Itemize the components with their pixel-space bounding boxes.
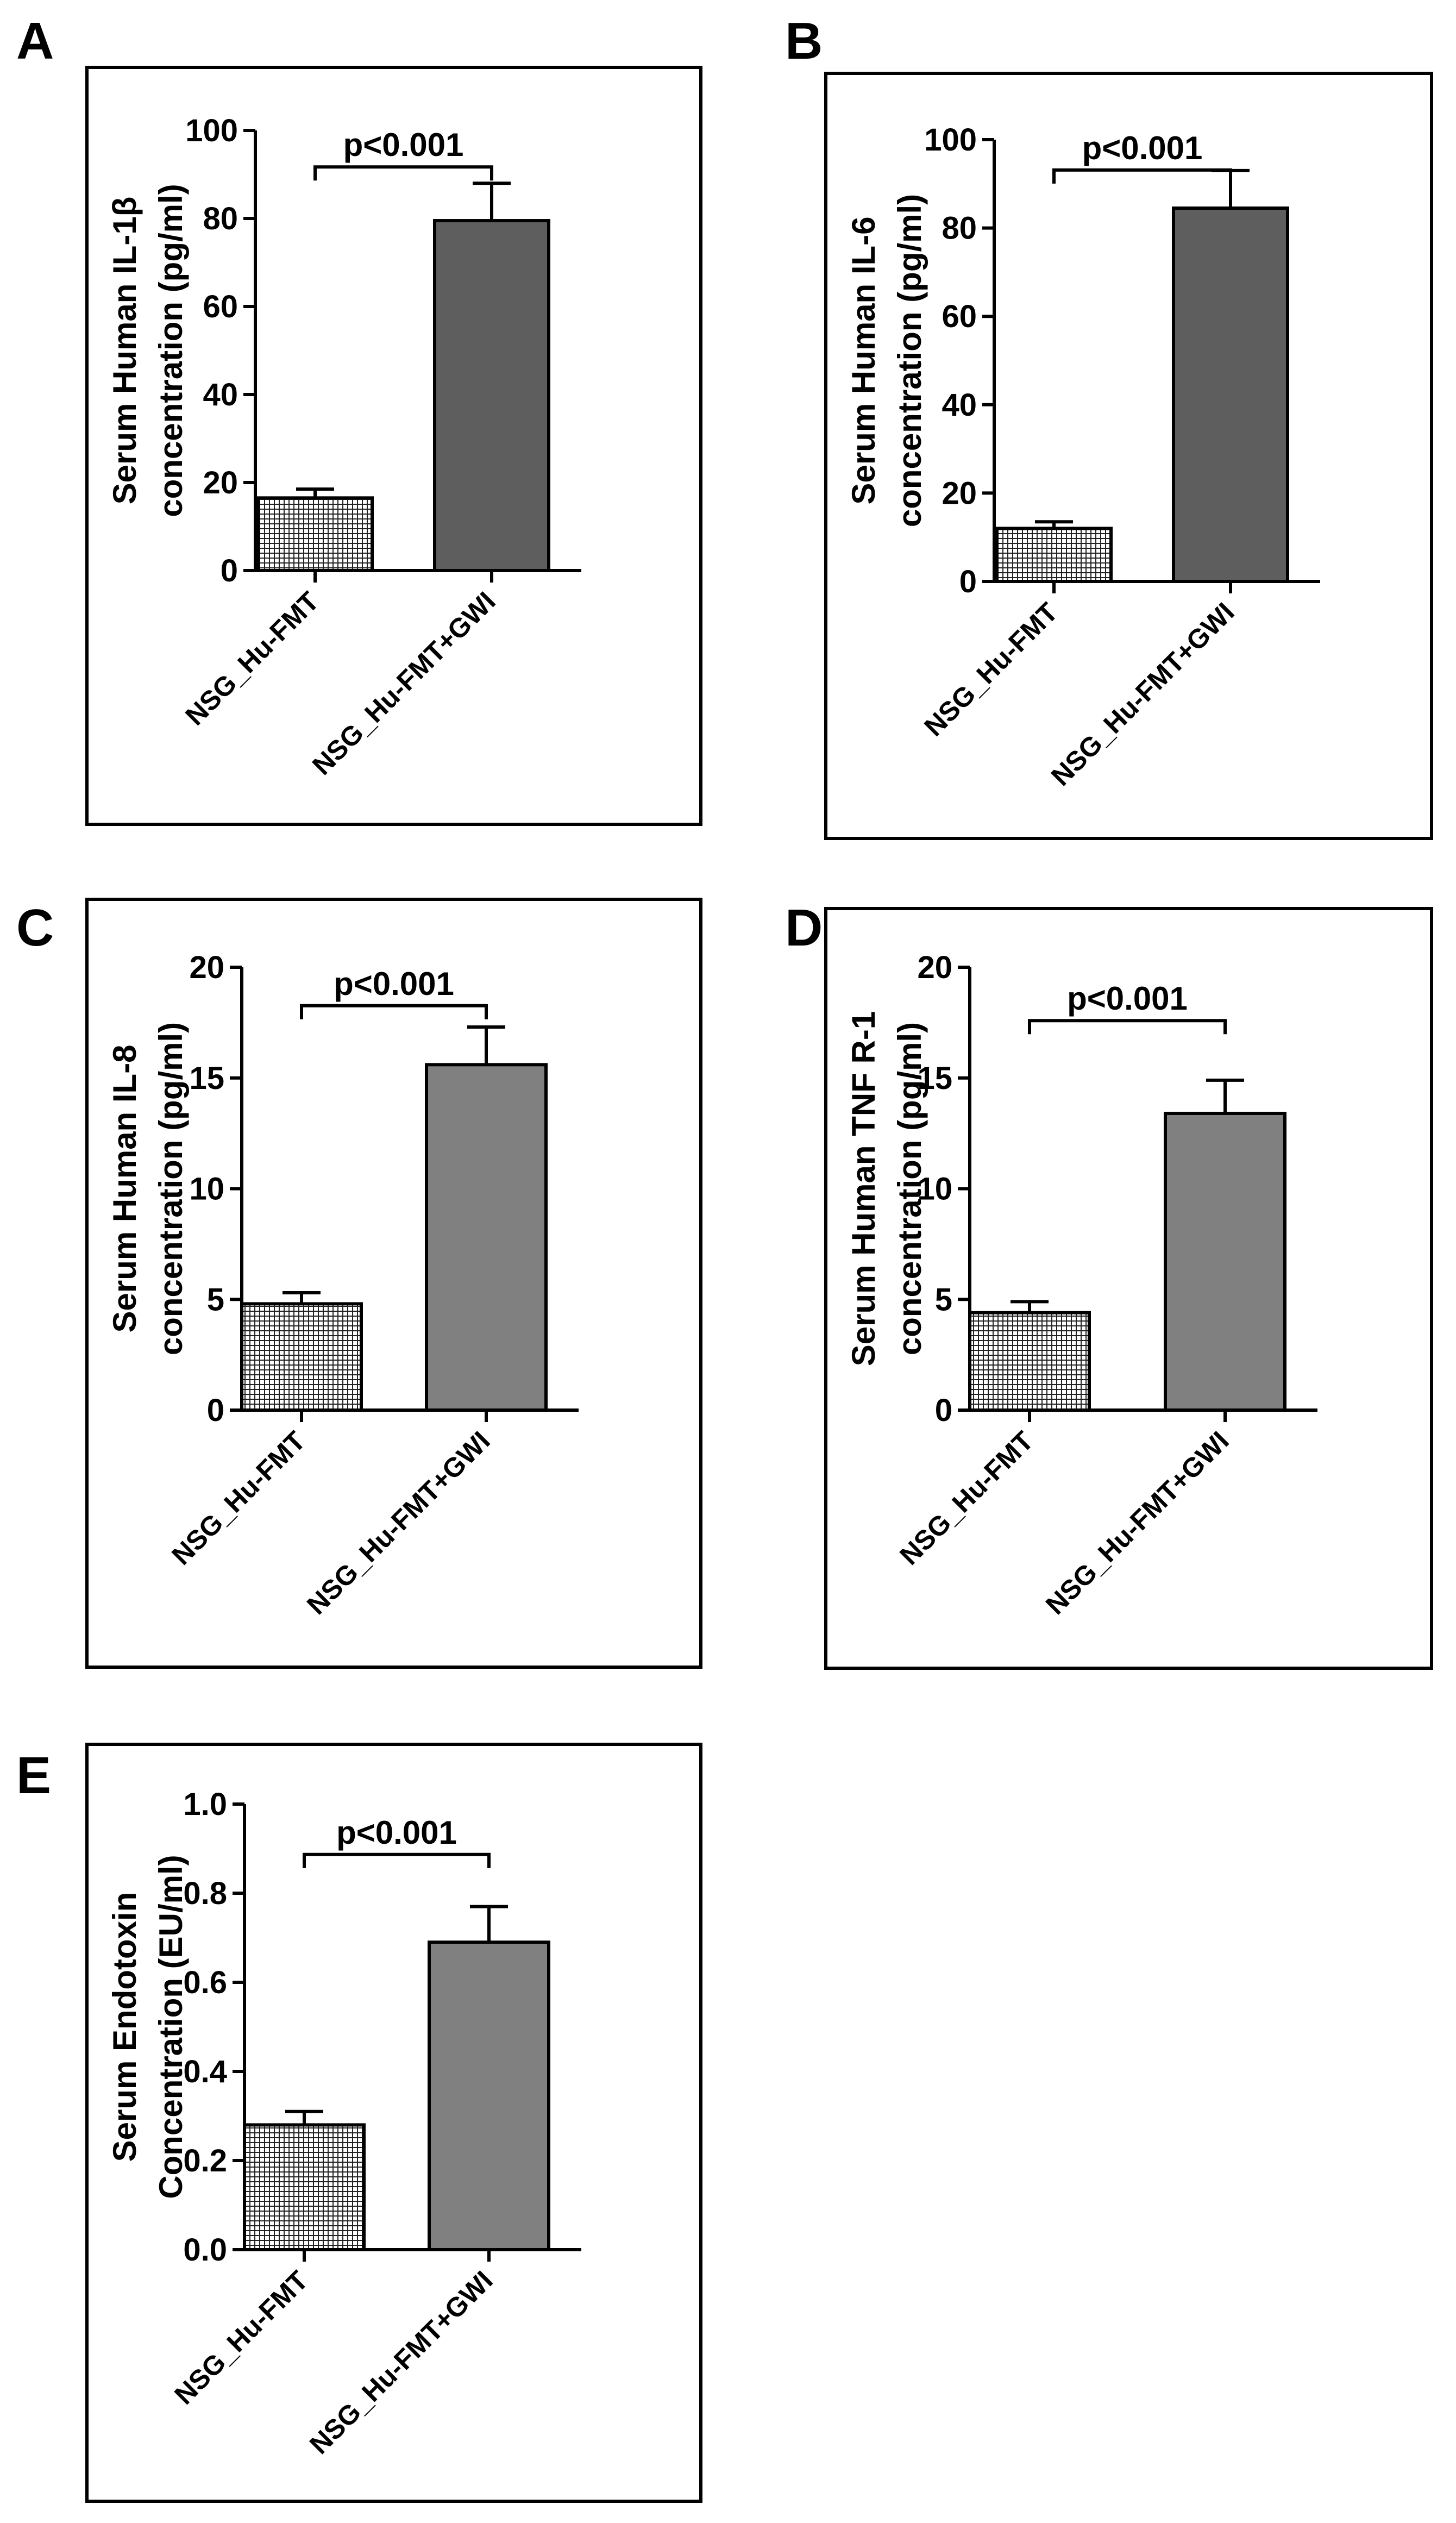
p-value-annotation: p<0.001 xyxy=(1082,130,1203,166)
bar xyxy=(243,2123,366,2251)
x-tick-label: NSG_Hu-FMT+GWI xyxy=(304,2265,499,2460)
y-axis-label: Serum Human IL-8 xyxy=(106,1044,143,1332)
bar xyxy=(428,1940,550,2251)
x-tick-label: NSG_Hu-FMT+GWI xyxy=(1045,597,1240,792)
x-tick-label: NSG_Hu-FMT xyxy=(894,1425,1039,1570)
y-tick-label: 40 xyxy=(203,377,238,412)
significance-bracket xyxy=(1028,1019,1227,1035)
y-axis-label: concentration (pg/ml) xyxy=(892,1022,928,1355)
x-tick-label: NSG_Hu-FMT xyxy=(166,1425,311,1570)
bar xyxy=(433,219,550,572)
y-tick-label: 10 xyxy=(917,1172,952,1207)
bar xyxy=(968,1311,1091,1412)
p-value-annotation: p<0.001 xyxy=(1067,980,1188,1017)
y-axis-label: Serum Human IL-6 xyxy=(845,216,882,504)
panel-frame xyxy=(824,907,1433,1670)
y-axis-label: Serum Endotoxin xyxy=(106,1892,143,2162)
panel-letter: A xyxy=(16,12,54,70)
x-tick-label: NSG_Hu-FMT+GWI xyxy=(1040,1425,1235,1620)
y-tick-label: 0 xyxy=(959,564,977,599)
y-tick-label: 40 xyxy=(942,387,977,423)
panel-e: E 0.0 0.2 0.4 0.6 0.8 1.0 NSG_Hu-FMTNSG_Hu-FMT… xyxy=(16,1743,702,2503)
significance-bracket xyxy=(313,165,493,181)
panel-letter: D xyxy=(785,899,823,957)
y-axis-label: concentration (pg/ml) xyxy=(153,1022,189,1355)
y-tick-label: 60 xyxy=(203,289,238,324)
panel-letter: E xyxy=(16,1746,51,1805)
y-tick-label: 15 xyxy=(917,1061,952,1096)
bar xyxy=(1164,1111,1286,1412)
panel-frame xyxy=(824,72,1433,840)
significance-bracket xyxy=(303,1852,491,1868)
y-tick-label: 80 xyxy=(203,201,238,236)
significance-bracket xyxy=(1052,168,1232,184)
y-tick-label: 0.4 xyxy=(183,2054,227,2089)
y-tick-label: 60 xyxy=(942,299,977,334)
y-tick-label: 0.2 xyxy=(183,2143,227,2178)
y-tick-label: 5 xyxy=(207,1282,224,1317)
y-axis-label: concentration (pg/ml) xyxy=(892,194,928,527)
bar xyxy=(995,527,1113,583)
chart-area: 0.0 0.2 0.4 0.6 0.8 1.0 NSG_Hu-FMTNSG_Hu-FMT+G… xyxy=(106,1787,581,2460)
x-tick-label: NSG_Hu-FMT xyxy=(168,2265,313,2410)
panel-letter: C xyxy=(16,899,54,957)
bar xyxy=(425,1063,548,1412)
y-axis-label: Serum Human IL-1β xyxy=(106,197,143,505)
significance-bracket xyxy=(300,1004,488,1019)
y-tick-label: 100 xyxy=(924,122,977,158)
y-tick-label: 0.6 xyxy=(183,1965,227,2000)
y-tick-label: 0 xyxy=(207,1393,224,1428)
y-tick-label: 100 xyxy=(185,113,238,148)
bar xyxy=(256,496,374,572)
y-tick-label: 0 xyxy=(221,553,238,589)
panel-frame xyxy=(85,898,702,1669)
p-value-annotation: p<0.001 xyxy=(334,966,454,1002)
p-value-annotation: p<0.001 xyxy=(336,1814,457,1851)
p-value-annotation: p<0.001 xyxy=(343,127,464,163)
x-tick-label: NSG_Hu-FMT+GWI xyxy=(301,1425,496,1620)
y-tick-label: 20 xyxy=(917,950,952,985)
panel-frame xyxy=(85,66,702,826)
y-tick-label: 15 xyxy=(189,1061,224,1096)
bar xyxy=(1172,206,1289,583)
y-tick-label: 0.0 xyxy=(183,2232,227,2268)
y-tick-label: 10 xyxy=(189,1172,224,1207)
y-tick-label: 0.8 xyxy=(183,1876,227,1911)
y-tick-label: 5 xyxy=(935,1282,952,1317)
y-tick-label: 80 xyxy=(942,211,977,246)
y-tick-label: 20 xyxy=(942,475,977,511)
y-axis-label: concentration (pg/ml) xyxy=(153,184,189,517)
y-axis-label: Serum Human TNF R-1 xyxy=(845,1011,882,1366)
x-tick-label: NSG_Hu-FMT xyxy=(179,586,324,731)
x-tick-label: NSG_Hu-FMT+GWI xyxy=(306,586,501,781)
y-tick-label: 20 xyxy=(189,950,224,985)
panel-letter: B xyxy=(785,12,823,70)
panel-frame xyxy=(85,1743,702,2503)
y-tick-label: 0 xyxy=(935,1393,952,1428)
y-tick-label: 20 xyxy=(203,465,238,500)
bar xyxy=(240,1302,363,1412)
panel-d: D 0 5 10 15 20 NSG_Hu-FMT NSG_Hu-FMT+GWI p<0.00… xyxy=(785,899,1433,1670)
y-axis-label: Concentration (EU/ml) xyxy=(153,1855,189,2199)
x-tick-label: NSG_Hu-FMT xyxy=(918,597,1063,742)
y-tick-label: 1.0 xyxy=(183,1787,227,1822)
